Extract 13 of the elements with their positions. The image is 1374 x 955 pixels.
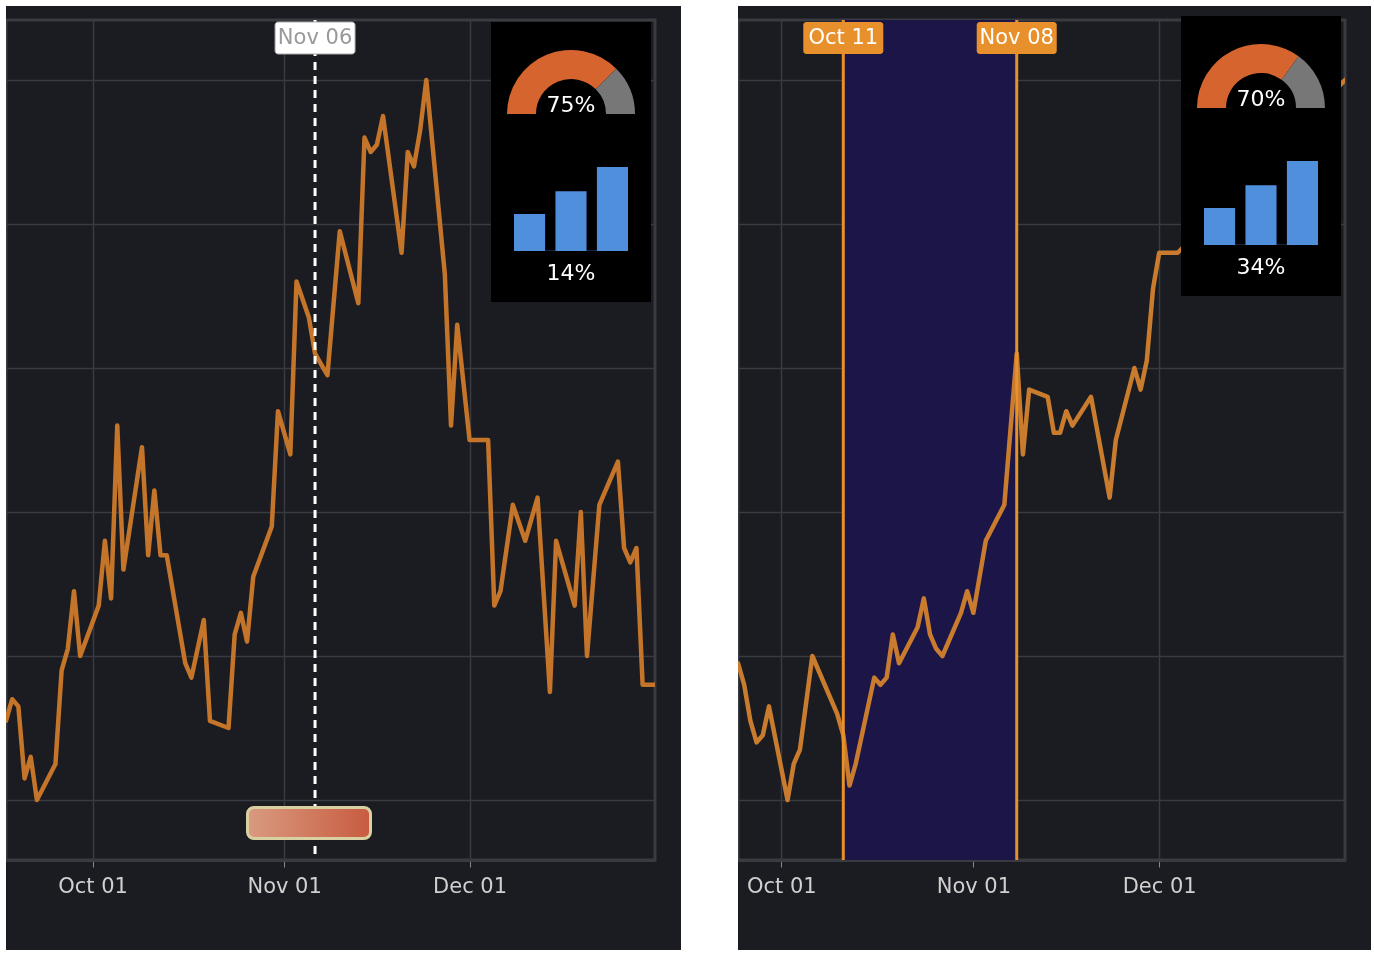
x-tick-label: Nov 01 (247, 873, 322, 898)
ref-line-label: Oct 11 (808, 25, 879, 49)
x-tick-label: Dec 01 (433, 873, 508, 898)
ref-line-label: Nov 08 (979, 25, 1054, 49)
x-tick-label: Oct 01 (58, 873, 128, 898)
x-tick-label: Nov 01 (936, 873, 1012, 898)
annotation: 75% (545, 92, 597, 117)
x-tick-label: Oct 01 (747, 873, 817, 898)
x-tick-label: Dec 01 (1122, 873, 1197, 898)
annotation: 14% (545, 260, 597, 285)
annotation: 70% (1235, 86, 1287, 111)
annotation: 34% (1235, 254, 1287, 279)
ref-line-label: Nov 06 (277, 25, 353, 49)
